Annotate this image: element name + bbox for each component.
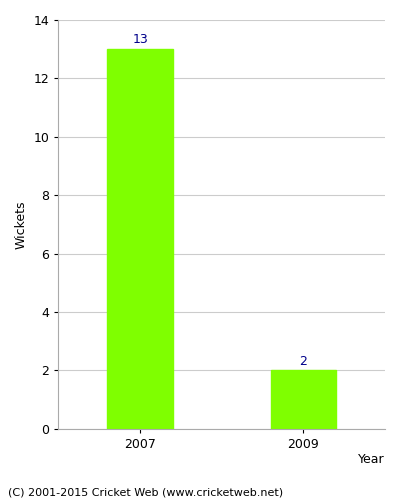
Y-axis label: Wickets: Wickets	[15, 200, 28, 248]
Text: (C) 2001-2015 Cricket Web (www.cricketweb.net): (C) 2001-2015 Cricket Web (www.cricketwe…	[8, 488, 283, 498]
Bar	[271, 370, 336, 429]
Text: 2: 2	[300, 354, 307, 368]
Text: Year: Year	[358, 454, 385, 466]
Text: 13: 13	[132, 34, 148, 46]
Bar	[108, 49, 173, 429]
